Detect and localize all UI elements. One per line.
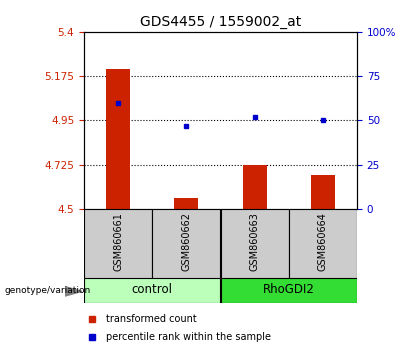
Text: control: control [132, 283, 173, 296]
Bar [84, 278, 220, 303]
Bar [243, 165, 267, 209]
Text: percentile rank within the sample: percentile rank within the sample [106, 332, 271, 342]
Bar [106, 69, 130, 209]
Text: GSM860664: GSM860664 [318, 212, 328, 272]
Bar [220, 278, 357, 303]
Bar [289, 209, 357, 278]
Bar [311, 176, 335, 209]
Bar [84, 209, 152, 278]
Title: GDS4455 / 1559002_at: GDS4455 / 1559002_at [140, 16, 301, 29]
Bar [220, 209, 289, 278]
Bar [152, 209, 221, 278]
Bar [174, 198, 198, 209]
Text: transformed count: transformed count [106, 314, 197, 324]
Text: GSM860663: GSM860663 [249, 212, 260, 272]
Text: RhoGDI2: RhoGDI2 [263, 283, 315, 296]
Text: GSM860661: GSM860661 [113, 212, 123, 272]
Polygon shape [65, 287, 82, 296]
Text: genotype/variation: genotype/variation [4, 286, 90, 296]
Text: GSM860662: GSM860662 [181, 212, 192, 272]
